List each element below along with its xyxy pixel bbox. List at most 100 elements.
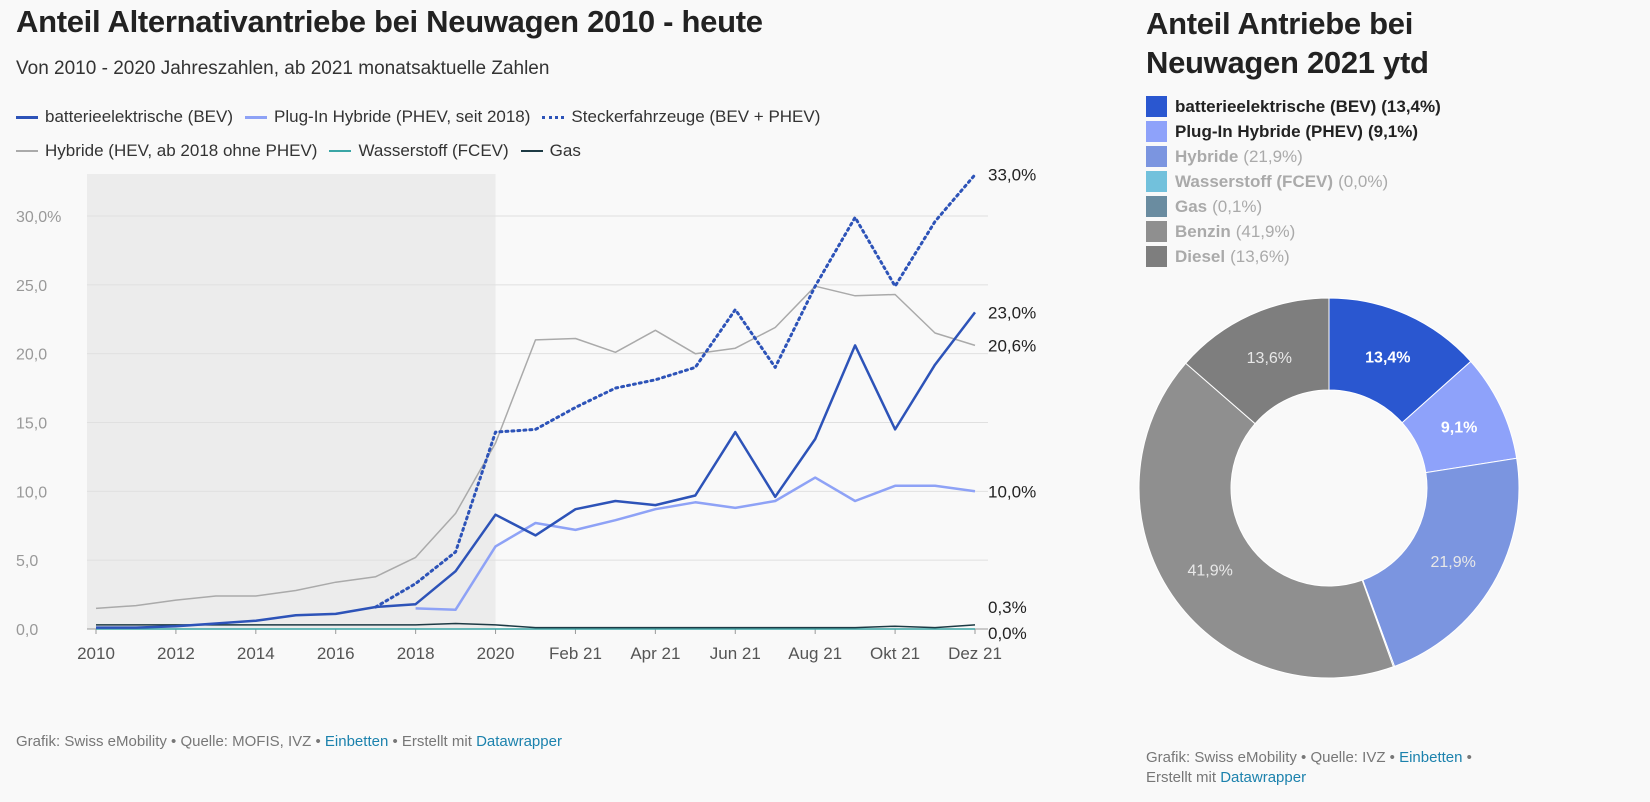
legend-swatch (1146, 246, 1167, 267)
legend-swatch (245, 115, 268, 119)
end-label-plug-in-hybride-phev-seit-2018: 10,0% (988, 482, 1036, 501)
legend-swatch (1146, 196, 1167, 217)
donut-datawrapper-link[interactable]: Datawrapper (1220, 769, 1307, 786)
donut-chart: 13,4% 9,1% 21,9% 41,9% 13,6% (1138, 297, 1520, 679)
legend-label: Plug-In Hybride (PHEV, seit 2018) (274, 107, 531, 126)
legend-item-plug-in-hybride-phev-seit-2018: Plug-In Hybride (PHEV, seit 2018) (245, 107, 530, 127)
shaded-yearly-range (87, 174, 496, 629)
y-tick-label: 30,0% (16, 209, 61, 226)
series-line-hybride-hev-ab-2018-ohne-phev (95, 285, 976, 610)
x-tick-label: Aug 21 (788, 644, 842, 663)
donut-legend-value: (21,9%) (1243, 146, 1303, 166)
legend-label: Wasserstoff (FCEV) (358, 141, 509, 160)
x-tick-label: 2014 (237, 644, 275, 663)
donut-legend-item-plug-in-hybride-phev: Plug-In Hybride (PHEV) (9,1%) (1146, 119, 1441, 144)
y-tick-label: 15,0 (16, 416, 47, 433)
x-tick-label: 2018 (397, 644, 435, 663)
donut-slice-label: 21,9% (1430, 554, 1475, 571)
end-label-steckerfahrzeuge-bev-phev: 33,0% (988, 166, 1036, 185)
legend-row: Hybride (HEV, ab 2018 ohne PHEV) Wasserst… (16, 134, 1016, 168)
legend-item-hybride-hev-ab-2018-ohne-phev: Hybride (HEV, ab 2018 ohne PHEV) (16, 141, 317, 161)
donut-slice-diesel (1184, 297, 1330, 425)
donut-legend: batterieelektrische (BEV) (13,4%) Plug-In … (1146, 94, 1441, 269)
series-line-batterieelektrische-bev (96, 311, 976, 629)
line-legend: batterieelektrische (BEV) Plug-In Hybride… (16, 100, 1016, 168)
donut-legend-item-wasserstoff-fcev: Wasserstoff (FCEV) (0,0%) (1146, 169, 1441, 194)
x-tick-label: Jun 21 (710, 644, 761, 663)
y-tick-label: 5,0 (16, 553, 38, 570)
footer-made: • Erstellt mit (388, 733, 477, 750)
x-tick-label: 2016 (317, 644, 355, 663)
donut-slice-label: 41,9% (1187, 562, 1232, 579)
legend-label: Gas (549, 141, 581, 160)
legend-swatch (1146, 221, 1167, 242)
donut-footer-source: Grafik: Swiss eMobility • Quelle: IVZ • (1146, 749, 1400, 766)
end-label-hybride-hev-ab-2018-ohne-phev: 20,6% (988, 336, 1036, 355)
donut-footer-made: Erstellt mit (1146, 769, 1221, 786)
donut-legend-value: (13,4%) (1381, 96, 1441, 116)
donut-legend-label: batterieelektrische (BEV) (1175, 96, 1377, 116)
donut-legend-value: (0,0%) (1338, 171, 1389, 191)
donut-legend-item-benzin: Benzin (41,9%) (1146, 219, 1441, 244)
legend-item-batterieelektrische-bev: batterieelektrische (BEV) (16, 107, 233, 127)
legend-swatch (1146, 146, 1167, 167)
legend-swatch (16, 115, 38, 119)
donut-legend-value: (13,6%) (1230, 246, 1290, 266)
legend-label: Steckerfahrzeuge (BEV + PHEV) (571, 107, 821, 126)
chart-subtitle: Von 2010 - 2020 Jahreszahlen, ab 2021 mo… (16, 58, 550, 79)
donut-footer: Grafik: Swiss eMobility • Quelle: IVZ • … (1146, 748, 1472, 788)
donut-slice-label: 13,6% (1247, 350, 1292, 367)
embed-link[interactable]: Einbetten (324, 733, 389, 750)
y-tick-label: 20,0 (16, 347, 47, 364)
series-line-plug-in-hybride-phev-seit-2018 (415, 476, 976, 611)
donut-legend-item-diesel: Diesel (13,6%) (1146, 244, 1441, 269)
legend-swatch (329, 150, 352, 152)
donut-embed-link[interactable]: Einbetten (1399, 749, 1463, 766)
series-line-gas (96, 622, 976, 629)
end-label-gas: 0,3% (988, 598, 1027, 617)
legend-swatch (542, 115, 565, 119)
donut-slice-label: 9,1% (1441, 419, 1477, 436)
donut-title: Anteil Antriebe bei Neuwagen 2021 ytd (1146, 6, 1429, 80)
donut-legend-item-hybride: Hybride (21,9%) (1146, 144, 1441, 169)
donut-legend-label: Plug-In Hybride (PHEV) (1175, 121, 1363, 141)
donut-legend-value: (9,1%) (1367, 121, 1419, 141)
x-tick-label: 2010 (77, 644, 115, 663)
donut-legend-value: (41,9%) (1235, 221, 1296, 241)
donut-footer-sep: • (1462, 749, 1472, 766)
x-tick-label: 2020 (477, 644, 515, 663)
footer-source: Grafik: Swiss eMobility • Quelle: MOFIS,… (16, 733, 325, 750)
x-tick-label: Okt 21 (870, 644, 920, 663)
end-label-batterieelektrische-bev: 23,0% (988, 303, 1036, 322)
series-line-steckerfahrzeuge-bev-phev (374, 173, 977, 609)
chart-title: Anteil Alternativantriebe bei Neuwagen 2… (16, 4, 763, 39)
legend-swatch (1146, 96, 1167, 117)
donut-legend-item-gas: Gas (0,1%) (1146, 194, 1441, 219)
legend-item-wasserstoff-fcev: Wasserstoff (FCEV) (329, 141, 509, 161)
legend-swatch (1146, 121, 1167, 142)
footer: Grafik: Swiss eMobility • Quelle: MOFIS,… (16, 733, 562, 750)
donut-chart-panel: Anteil Antriebe bei Neuwagen 2021 ytd ba… (1138, 0, 1650, 802)
legend-swatch (1146, 171, 1167, 192)
legend-swatch (520, 150, 543, 152)
legend-item-gas: Gas (520, 141, 581, 161)
datawrapper-link[interactable]: Datawrapper (476, 733, 562, 750)
donut-legend-value: (0,1%) (1212, 196, 1263, 216)
legend-row: batterieelektrische (BEV) Plug-In Hybride… (16, 100, 1016, 134)
line-chart-panel: Anteil Alternativantriebe bei Neuwagen 2… (16, 4, 1036, 750)
donut-legend-item-batterieelektrische-bev: batterieelektrische (BEV) (13,4%) (1146, 94, 1441, 119)
donut-slice-hybride (1362, 457, 1520, 668)
donut-legend-label: Benzin (1175, 221, 1231, 241)
donut-slice-benzin (1138, 362, 1395, 679)
y-tick-label: 0,0 (16, 622, 38, 639)
donut-legend-label: Wasserstoff (FCEV) (1175, 171, 1334, 191)
donut-legend-label: Gas (1175, 196, 1208, 216)
y-tick-label: 10,0 (16, 484, 47, 501)
x-tick-label: Dez 21 (948, 644, 1002, 663)
donut-legend-label: Diesel (1175, 246, 1226, 266)
line-chart: 0,0 5,0 10,0 15,0 20,0 25,0 30,0% 2010 2012 2014 2… (16, 166, 1036, 663)
legend-item-steckerfahrzeuge-bev-phev: Steckerfahrzeuge (BEV + PHEV) (542, 107, 820, 127)
x-tick-label: Feb 21 (549, 644, 602, 663)
x-tick-label: Apr 21 (630, 644, 680, 663)
y-tick-label: 25,0 (16, 278, 47, 295)
